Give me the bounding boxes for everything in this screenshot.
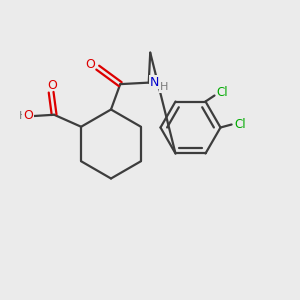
Text: H: H (18, 111, 27, 121)
Text: O: O (48, 79, 58, 92)
Text: Cl: Cl (235, 118, 246, 131)
Text: Cl: Cl (217, 86, 228, 99)
Text: O: O (85, 58, 95, 70)
Text: H: H (160, 82, 168, 92)
Text: N: N (149, 76, 159, 88)
Text: O: O (23, 109, 33, 122)
